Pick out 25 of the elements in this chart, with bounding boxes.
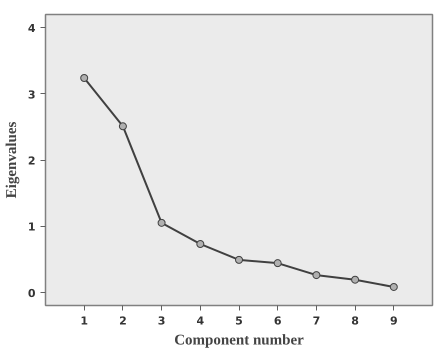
point bbox=[118, 122, 127, 130]
x-tick-label: 8 bbox=[351, 314, 359, 328]
y-axis-title: Eigenvalues bbox=[4, 122, 20, 198]
point bbox=[312, 271, 320, 280]
x-tick-label: 9 bbox=[390, 314, 398, 328]
point bbox=[158, 218, 166, 227]
x-tick-label: 7 bbox=[312, 314, 320, 328]
x-tick-label: 3 bbox=[158, 314, 166, 328]
x-axis-title: Component number bbox=[174, 332, 304, 348]
point bbox=[351, 276, 360, 284]
x-tick-label: 4 bbox=[196, 314, 204, 328]
x-tick-label: 2 bbox=[119, 314, 127, 328]
point bbox=[390, 282, 398, 291]
point bbox=[80, 74, 88, 82]
y-tick-label: 4 bbox=[28, 22, 36, 36]
y-tick-label: 0 bbox=[28, 286, 36, 300]
point bbox=[274, 259, 282, 268]
point bbox=[235, 256, 243, 264]
x-tick-label: 5 bbox=[235, 314, 243, 328]
x-tick-label: 1 bbox=[80, 314, 88, 328]
y-tick-label: 2 bbox=[28, 154, 36, 168]
point bbox=[196, 240, 204, 248]
x-tick-label: 6 bbox=[274, 314, 282, 328]
y-tick-label: 3 bbox=[28, 88, 36, 102]
y-tick-label: 1 bbox=[28, 220, 36, 234]
